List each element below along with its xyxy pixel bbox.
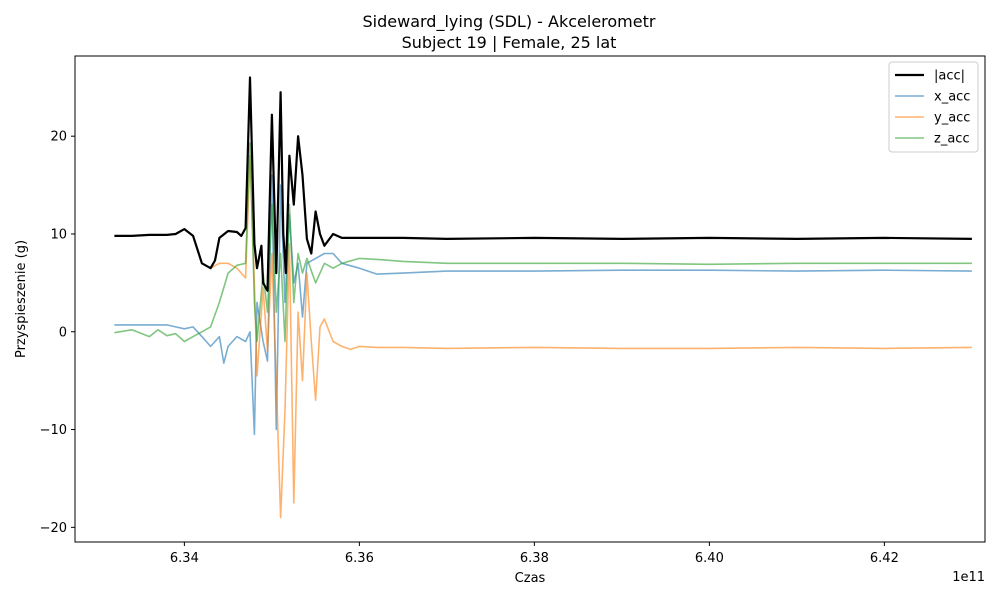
x-axis: 6.34 6.36 6.38 6.40 6.42 [170, 542, 899, 566]
plot-frame [74, 55, 986, 543]
y-axis: −20 −10 0 10 20 [40, 130, 75, 536]
series-line-xacc [114, 174, 972, 436]
legend-label: y_acc [934, 111, 970, 126]
x-tick-label: 6.34 [170, 551, 199, 566]
y-tick-label: 0 [59, 325, 67, 340]
x-axis-offset-label: 1e11 [952, 570, 985, 585]
y-tick-label: 10 [50, 227, 67, 242]
chart-title: Sideward_lying (SDL) - Akcelerometr [363, 12, 656, 32]
series-line-zacc [114, 142, 972, 343]
y-tick-label: −10 [40, 423, 67, 438]
x-tick-label: 6.42 [870, 551, 899, 566]
x-tick-label: 6.40 [695, 551, 724, 566]
plot-lines [114, 76, 972, 519]
legend-box [888, 61, 979, 153]
x-axis-label: Czas [515, 571, 546, 586]
chart-subtitle: Subject 19 | Female, 25 lat [402, 33, 617, 52]
x-tick-label: 6.36 [345, 551, 374, 566]
legend-label: z_acc [934, 132, 970, 147]
y-axis-label: Przyspieszenie (g) [14, 240, 29, 358]
x-tick-label: 6.38 [520, 551, 549, 566]
y-tick-label: 20 [50, 130, 67, 145]
series-line-acc [114, 76, 972, 292]
legend-label: |acc| [934, 69, 965, 84]
legend-entries: |acc| x_acc y_acc z_acc [895, 69, 970, 147]
series-line-yacc [114, 154, 972, 519]
y-tick-label: −20 [40, 521, 67, 536]
legend-label: x_acc [934, 90, 970, 105]
legend: |acc| x_acc y_acc z_acc [888, 61, 979, 153]
